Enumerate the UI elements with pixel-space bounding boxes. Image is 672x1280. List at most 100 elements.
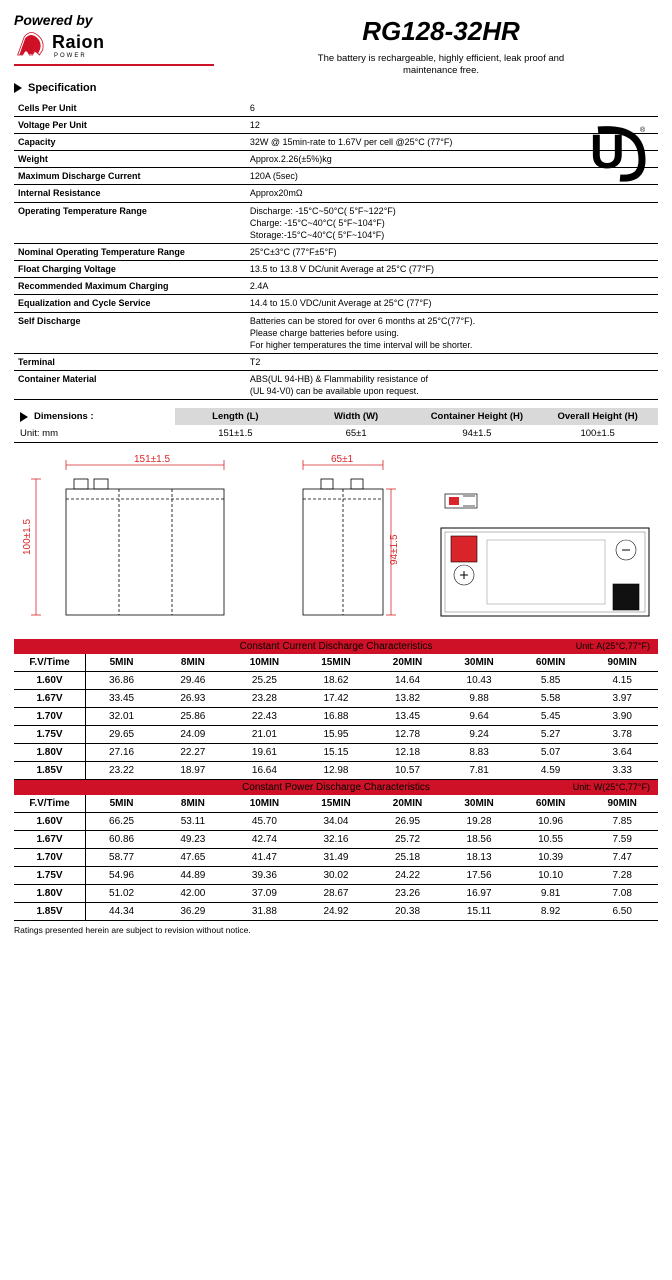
spec-label: Recommended Maximum Charging — [14, 278, 246, 295]
table-cell: 4.15 — [586, 672, 658, 690]
table-cell: 44.89 — [157, 867, 229, 885]
table-cell: 39.36 — [229, 867, 301, 885]
table-cell: 7.85 — [586, 813, 658, 831]
table-cell: 9.64 — [443, 708, 515, 726]
table-cell: 5.27 — [515, 726, 587, 744]
spec-value: 25°C±3°C (77°F±5°F) — [246, 243, 658, 260]
table-head-time: 60MIN — [515, 795, 587, 813]
table-cell: 7.59 — [586, 831, 658, 849]
table-cell: 44.34 — [86, 903, 158, 921]
spec-label: Cells Per Unit — [14, 100, 246, 117]
red-divider — [14, 64, 214, 66]
table-cell: 3.78 — [586, 726, 658, 744]
spec-table: Cells Per Unit6Voltage Per Unit12Capacit… — [14, 100, 658, 401]
powered-col: Powered by Raion POWER — [14, 12, 214, 76]
table-cell: 33.45 — [86, 690, 158, 708]
dim-header-row: Dimensions : Length (L) Width (W) Contai… — [14, 408, 658, 425]
power-unit: Unit: W(25°C,77°F) — [573, 782, 650, 792]
table-cell: 15.11 — [443, 903, 515, 921]
table-cell: 24.22 — [372, 867, 444, 885]
spec-row: WeightApprox.2.26(±5%)kg — [14, 151, 658, 168]
dim-val-ch: 94±1.5 — [417, 425, 538, 442]
table-cell: 26.93 — [157, 690, 229, 708]
dim-val-length: 151±1.5 — [175, 425, 296, 442]
table-cell: 60.86 — [86, 831, 158, 849]
table-head-time: 8MIN — [157, 795, 229, 813]
table-head-time: 5MIN — [86, 654, 158, 672]
table-cell: 3.33 — [586, 762, 658, 780]
table-cell-voltage: 1.60V — [14, 672, 86, 690]
table-row: 1.67V60.8649.2342.7432.1625.7218.5610.55… — [14, 831, 658, 849]
table-cell-voltage: 1.70V — [14, 849, 86, 867]
drawing-front: 151±1.5 100±1.5 — [14, 455, 239, 625]
spec-row: Equalization and Cycle Service14.4 to 15… — [14, 295, 658, 312]
dim-head-length: Length (L) — [175, 408, 296, 425]
table-cell: 42.00 — [157, 885, 229, 903]
table-cell-voltage: 1.60V — [14, 813, 86, 831]
table-cell: 12.18 — [372, 744, 444, 762]
table-row: 1.67V33.4526.9323.2817.4213.829.885.583.… — [14, 690, 658, 708]
spec-value: 13.5 to 13.8 V DC/unit Average at 25°C (… — [246, 261, 658, 278]
table-cell: 13.45 — [372, 708, 444, 726]
spec-label: Operating Temperature Range — [14, 202, 246, 243]
title-col: RG128-32HR The battery is rechargeable, … — [214, 12, 658, 78]
spec-label: Equalization and Cycle Service — [14, 295, 246, 312]
table-cell: 32.16 — [300, 831, 372, 849]
table-cell: 29.46 — [157, 672, 229, 690]
spec-row: Maximum Discharge Current120A (5sec) — [14, 168, 658, 185]
spec-label: Nominal Operating Temperature Range — [14, 243, 246, 260]
section-spec-label: Specification — [28, 82, 96, 94]
table-head-time: 90MIN — [586, 795, 658, 813]
table-cell: 9.24 — [443, 726, 515, 744]
dim-val-width: 65±1 — [296, 425, 417, 442]
spec-value: 2.4A — [246, 278, 658, 295]
power-table: F.V/Time5MIN8MIN10MIN15MIN20MIN30MIN60MI… — [14, 795, 658, 921]
ul-mark-icon: U ® — [584, 120, 648, 184]
current-title-bar: Constant Current Discharge Characteristi… — [14, 639, 658, 654]
table-head-time: 10MIN — [229, 795, 301, 813]
spec-row: Capacity32W @ 15min-rate to 1.67V per ce… — [14, 133, 658, 150]
table-cell: 20.38 — [372, 903, 444, 921]
spec-value: Discharge: -15°C~50°C( 5°F~122°F)Charge:… — [246, 202, 658, 243]
table-cell: 6.50 — [586, 903, 658, 921]
spec-label: Weight — [14, 151, 246, 168]
table-cell: 10.57 — [372, 762, 444, 780]
table-cell: 10.39 — [515, 849, 587, 867]
table-cell: 17.56 — [443, 867, 515, 885]
table-cell: 10.10 — [515, 867, 587, 885]
table-cell: 28.67 — [300, 885, 372, 903]
table-head-time: 15MIN — [300, 654, 372, 672]
table-cell: 5.07 — [515, 744, 587, 762]
spec-value: ABS(UL 94-HB) & Flammability resistance … — [246, 371, 658, 400]
table-cell: 23.28 — [229, 690, 301, 708]
table-cell: 18.13 — [443, 849, 515, 867]
table-head-time: 30MIN — [443, 795, 515, 813]
table-head-voltage: F.V/Time — [14, 654, 86, 672]
table-cell: 47.65 — [157, 849, 229, 867]
table-head-time: 20MIN — [372, 795, 444, 813]
table-cell: 49.23 — [157, 831, 229, 849]
spec-row: Cells Per Unit6 — [14, 100, 658, 117]
table-row: 1.80V51.0242.0037.0928.6723.2616.979.817… — [14, 885, 658, 903]
table-row: 1.75V29.6524.0921.0115.9512.789.245.273.… — [14, 726, 658, 744]
table-cell: 13.82 — [372, 690, 444, 708]
table-cell: 12.78 — [372, 726, 444, 744]
table-cell: 53.11 — [157, 813, 229, 831]
table-cell: 58.77 — [86, 849, 158, 867]
model-title: RG128-32HR — [224, 16, 658, 47]
table-cell: 8.92 — [515, 903, 587, 921]
table-head-time: 8MIN — [157, 654, 229, 672]
table-cell: 31.88 — [229, 903, 301, 921]
spec-label: Capacity — [14, 133, 246, 150]
table-cell-voltage: 1.75V — [14, 726, 86, 744]
spec-row: Recommended Maximum Charging2.4A — [14, 278, 658, 295]
footnote: Ratings presented herein are subject to … — [14, 925, 658, 935]
spec-label: Voltage Per Unit — [14, 116, 246, 133]
table-cell-voltage: 1.75V — [14, 867, 86, 885]
table-cell: 22.27 — [157, 744, 229, 762]
table-row: 1.85V23.2218.9716.6412.9810.577.814.593.… — [14, 762, 658, 780]
table-cell: 12.98 — [300, 762, 372, 780]
raion-logo-icon — [14, 30, 48, 60]
table-cell: 25.72 — [372, 831, 444, 849]
power-title-bar: Constant Power Discharge Characteristics… — [14, 780, 658, 795]
